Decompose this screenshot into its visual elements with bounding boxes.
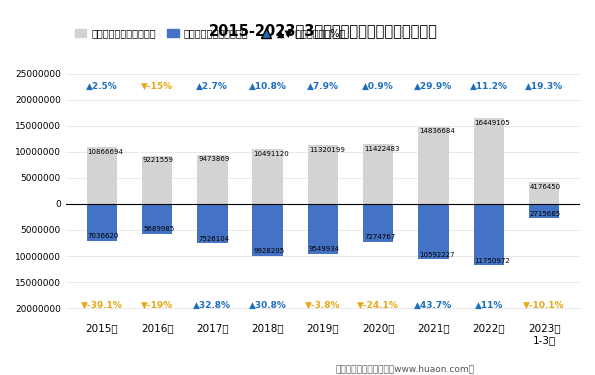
Bar bbox=[142, 156, 173, 204]
Bar bbox=[474, 204, 504, 265]
Text: 制图：华经产业研究院（www.huaon.com）: 制图：华经产业研究院（www.huaon.com） bbox=[335, 364, 474, 373]
Text: ▲43.7%: ▲43.7% bbox=[414, 301, 453, 310]
Text: ▼-24.1%: ▼-24.1% bbox=[357, 301, 399, 310]
Text: 10491120: 10491120 bbox=[253, 151, 289, 157]
Text: 10866694: 10866694 bbox=[87, 149, 124, 155]
Text: ▲10.8%: ▲10.8% bbox=[249, 82, 287, 91]
Bar bbox=[529, 204, 559, 218]
Text: ▲11%: ▲11% bbox=[475, 301, 503, 310]
Text: ▲7.9%: ▲7.9% bbox=[307, 82, 339, 91]
Text: ▲30.8%: ▲30.8% bbox=[249, 301, 287, 310]
Text: ▲11.2%: ▲11.2% bbox=[470, 82, 508, 91]
Text: 7526104: 7526104 bbox=[198, 236, 230, 242]
Text: ▲29.9%: ▲29.9% bbox=[414, 82, 453, 91]
Text: ▼-19%: ▼-19% bbox=[141, 301, 173, 310]
Text: 14836684: 14836684 bbox=[419, 128, 455, 134]
Bar bbox=[418, 204, 449, 259]
Text: 9221559: 9221559 bbox=[143, 158, 174, 164]
Text: ▼-39.1%: ▼-39.1% bbox=[81, 301, 123, 310]
Text: ▲19.3%: ▲19.3% bbox=[525, 82, 563, 91]
Bar bbox=[308, 204, 338, 254]
Text: 10592227: 10592227 bbox=[419, 252, 455, 258]
Text: ▼-15%: ▼-15% bbox=[141, 82, 173, 91]
Text: 9549934: 9549934 bbox=[309, 246, 340, 252]
Bar bbox=[474, 118, 504, 204]
Text: ▲2.5%: ▲2.5% bbox=[86, 82, 118, 91]
Text: 11320199: 11320199 bbox=[309, 147, 345, 153]
Text: ▼-10.1%: ▼-10.1% bbox=[523, 301, 565, 310]
Bar bbox=[252, 149, 283, 204]
Text: 16449105: 16449105 bbox=[475, 120, 511, 126]
Bar bbox=[252, 204, 283, 256]
Bar bbox=[197, 204, 227, 243]
Bar bbox=[529, 182, 559, 204]
Text: 9928205: 9928205 bbox=[253, 248, 284, 254]
Text: 5689985: 5689985 bbox=[143, 226, 174, 232]
Text: ▼-3.8%: ▼-3.8% bbox=[305, 301, 341, 310]
Text: 11422483: 11422483 bbox=[364, 146, 400, 152]
Legend: 出口商品总值（万美元）, 进口商品总值（万美元）, ▲▼ 同比增长率（%）: 出口商品总值（万美元）, 进口商品总值（万美元）, ▲▼ 同比增长率（%） bbox=[71, 25, 349, 42]
Text: 4176450: 4176450 bbox=[530, 184, 561, 190]
Bar bbox=[142, 204, 173, 234]
Title: 2015-2023年3月中国与非洲进、出口商品总值: 2015-2023年3月中国与非洲进、出口商品总值 bbox=[208, 23, 437, 38]
Text: 7274767: 7274767 bbox=[364, 234, 395, 240]
Bar bbox=[87, 204, 117, 241]
Bar bbox=[308, 145, 338, 204]
Bar bbox=[363, 144, 393, 204]
Text: 2715685: 2715685 bbox=[530, 210, 561, 216]
Text: 9473869: 9473869 bbox=[198, 156, 230, 162]
Text: ▲0.9%: ▲0.9% bbox=[362, 82, 394, 91]
Bar bbox=[197, 154, 227, 204]
Bar bbox=[418, 127, 449, 204]
Bar bbox=[87, 147, 117, 204]
Bar bbox=[363, 204, 393, 242]
Text: ▲2.7%: ▲2.7% bbox=[196, 82, 228, 91]
Text: 11750972: 11750972 bbox=[475, 258, 511, 264]
Text: 7036620: 7036620 bbox=[87, 233, 119, 239]
Text: ▲32.8%: ▲32.8% bbox=[193, 301, 231, 310]
